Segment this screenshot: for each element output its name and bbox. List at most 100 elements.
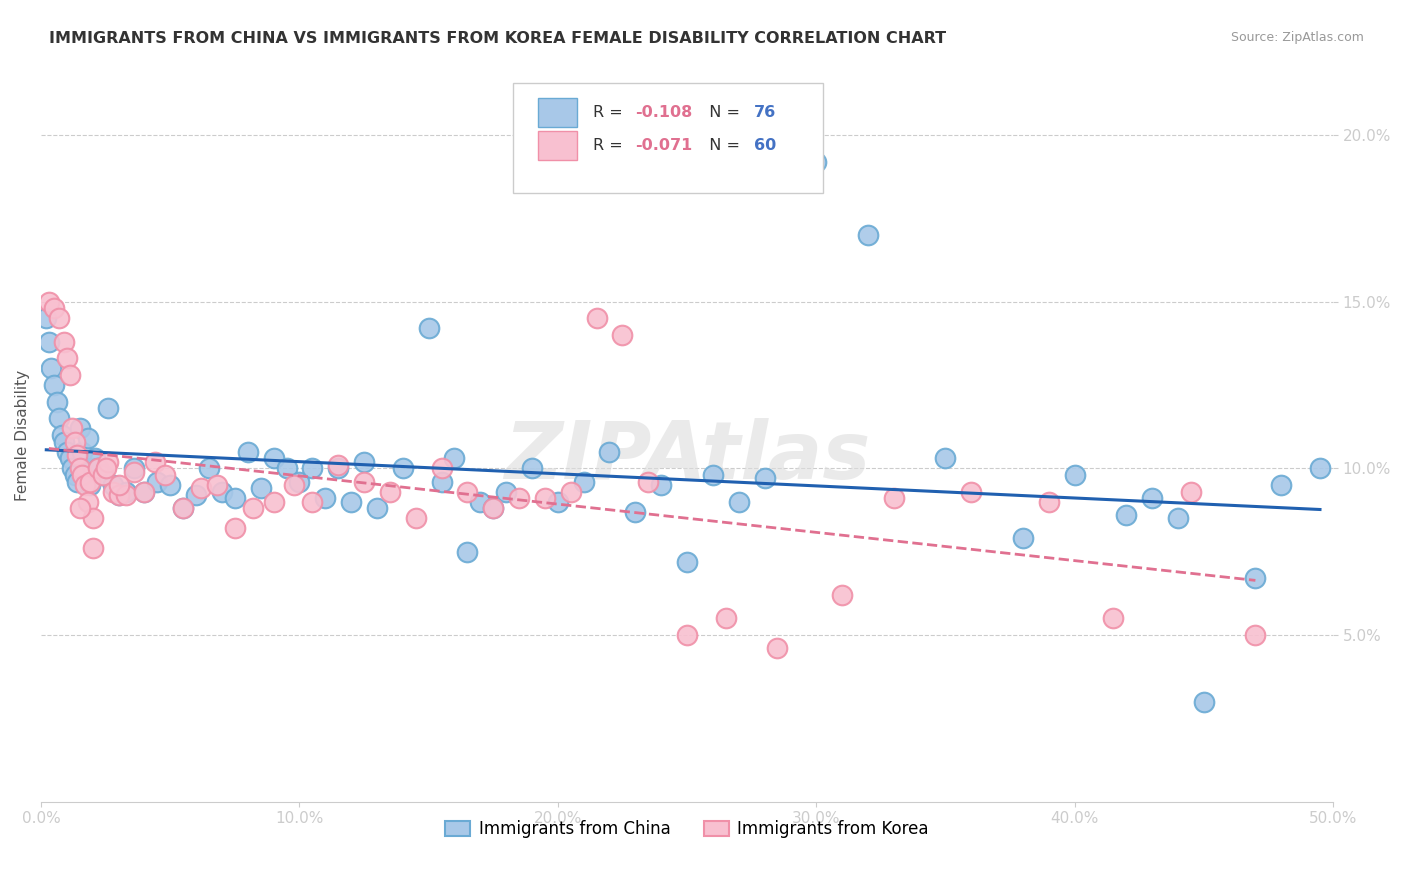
Point	[585, 311, 607, 326]
Point	[547, 494, 569, 508]
Point	[69, 461, 91, 475]
Point	[288, 475, 311, 489]
Point	[1012, 532, 1035, 546]
Point	[51, 428, 73, 442]
Text: 76: 76	[754, 105, 776, 120]
Point	[637, 475, 659, 489]
Point	[69, 421, 91, 435]
Point	[172, 501, 194, 516]
Point	[107, 478, 129, 492]
FancyBboxPatch shape	[513, 83, 823, 194]
Point	[418, 321, 440, 335]
Point	[56, 444, 79, 458]
Point	[97, 401, 120, 416]
Point	[1309, 461, 1331, 475]
Point	[42, 301, 65, 316]
Point	[1115, 508, 1137, 522]
Point	[58, 451, 80, 466]
Point	[328, 458, 350, 472]
Point	[1038, 494, 1060, 508]
FancyBboxPatch shape	[538, 98, 578, 128]
Point	[378, 484, 401, 499]
Point	[301, 494, 323, 508]
Point	[727, 494, 749, 508]
Point	[572, 475, 595, 489]
Point	[806, 154, 828, 169]
Point	[934, 451, 956, 466]
Point	[508, 491, 530, 506]
Point	[249, 481, 271, 495]
Point	[263, 451, 285, 466]
Point	[58, 368, 80, 382]
Point	[831, 588, 853, 602]
Point	[676, 628, 699, 642]
Point	[172, 501, 194, 516]
Point	[276, 461, 298, 475]
Text: 60: 60	[754, 138, 776, 153]
Point	[82, 541, 104, 556]
Point	[122, 465, 145, 479]
Point	[714, 611, 737, 625]
Point	[82, 461, 104, 475]
Point	[134, 484, 156, 499]
Point	[766, 641, 789, 656]
Point	[97, 455, 120, 469]
Point	[48, 311, 70, 326]
Point	[79, 475, 101, 489]
Point	[211, 484, 233, 499]
Point	[115, 488, 138, 502]
Point	[495, 484, 517, 499]
Point	[184, 488, 207, 502]
Point	[612, 328, 634, 343]
Point	[560, 484, 582, 499]
Point	[856, 228, 879, 243]
Point	[702, 468, 724, 483]
Point	[236, 444, 259, 458]
Point	[103, 484, 125, 499]
Point	[38, 294, 60, 309]
Point	[430, 461, 453, 475]
Point	[482, 501, 505, 516]
Point	[115, 484, 138, 499]
Point	[63, 434, 86, 449]
Point	[53, 434, 76, 449]
Text: N =: N =	[699, 138, 745, 153]
Point	[353, 455, 375, 469]
Point	[53, 334, 76, 349]
Text: -0.071: -0.071	[636, 138, 693, 153]
Point	[48, 411, 70, 425]
Point	[1192, 695, 1215, 709]
Text: R =: R =	[593, 138, 627, 153]
Point	[72, 444, 94, 458]
Point	[60, 461, 83, 475]
Point	[84, 451, 107, 466]
Point	[391, 461, 413, 475]
Point	[66, 448, 89, 462]
Point	[153, 468, 176, 483]
Point	[76, 494, 98, 508]
Point	[224, 491, 246, 506]
Point	[159, 478, 181, 492]
Point	[1244, 628, 1267, 642]
Point	[328, 461, 350, 475]
Point	[134, 484, 156, 499]
Point	[314, 491, 336, 506]
Point	[87, 461, 110, 475]
Point	[143, 455, 166, 469]
Text: -0.108: -0.108	[636, 105, 693, 120]
Point	[146, 475, 169, 489]
Point	[63, 468, 86, 483]
Point	[69, 501, 91, 516]
Point	[72, 468, 94, 483]
Point	[45, 394, 67, 409]
Text: IMMIGRANTS FROM CHINA VS IMMIGRANTS FROM KOREA FEMALE DISABILITY CORRELATION CHA: IMMIGRANTS FROM CHINA VS IMMIGRANTS FROM…	[49, 31, 946, 46]
Point	[405, 511, 427, 525]
Point	[456, 544, 478, 558]
Point	[73, 461, 96, 475]
FancyBboxPatch shape	[538, 131, 578, 161]
Point	[242, 501, 264, 516]
Point	[224, 521, 246, 535]
Point	[430, 475, 453, 489]
Point	[42, 378, 65, 392]
Point	[76, 431, 98, 445]
